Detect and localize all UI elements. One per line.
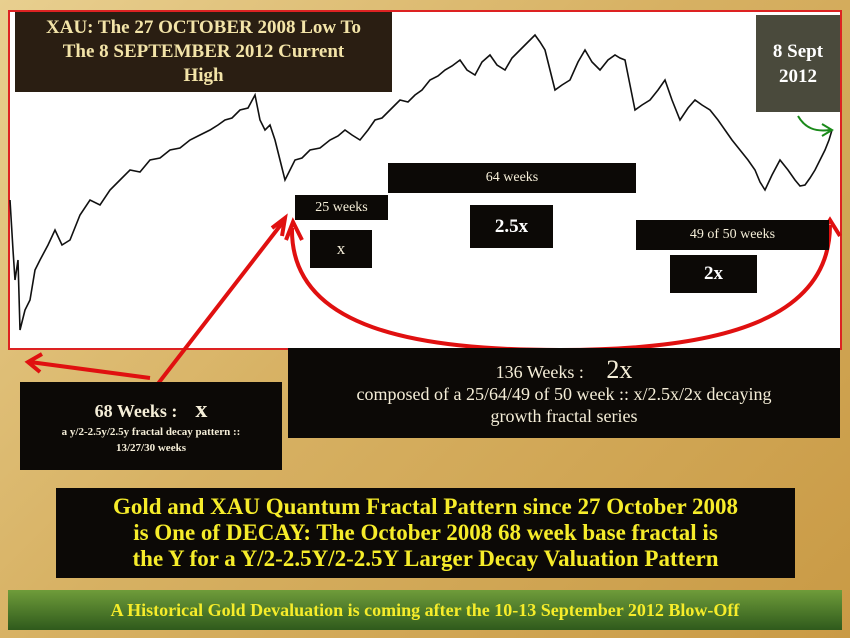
headline-line: is One of DECAY: The October 2008 68 wee…: [133, 520, 718, 545]
arrow-head: [821, 123, 834, 137]
label-box: 25 weeks: [295, 195, 388, 220]
price-line: [9, 33, 833, 331]
label-box: 64 weeks: [388, 163, 636, 193]
date-box: 8 Sept 2012: [756, 15, 840, 112]
title-line: The 8 SEPTEMBER 2012 Current: [62, 41, 345, 62]
label-box: x: [310, 230, 372, 268]
title-line: High: [183, 65, 224, 86]
arrow-head: [24, 352, 43, 374]
box-line: composed of a 25/64/49 of 50 week :: x/2…: [356, 384, 772, 404]
box-factor: x: [195, 396, 208, 423]
green-arrow: [797, 115, 831, 132]
arrow: [155, 220, 285, 387]
label-box: 2.5x: [470, 205, 553, 248]
box-head-text: 136 Weeks :: [495, 362, 584, 382]
arrow-head: [284, 217, 304, 241]
label-box: 49 of 50 weeks: [636, 220, 829, 250]
title-line: XAU: The 27 OCTOBER 2008 Low To: [46, 17, 361, 38]
box-line: growth fractal series: [490, 406, 638, 426]
box-68: 68 Weeks : x a y/2-2.5y/2.5y fractal dec…: [20, 382, 282, 470]
title-box: XAU: The 27 OCTOBER 2008 Low To The 8 SE…: [15, 12, 392, 92]
arrow: [29, 360, 151, 380]
box-136: 136 Weeks : 2x composed of a 25/64/49 of…: [288, 348, 840, 438]
headline-line: Gold and XAU Quantum Fractal Pattern sin…: [112, 494, 738, 519]
date-line: 8 Sept: [772, 40, 824, 62]
box-line: 13/27/30 weeks: [116, 441, 186, 454]
headline-box: Gold and XAU Quantum Fractal Pattern sin…: [56, 488, 795, 578]
footer-banner: A Historical Gold Devaluation is coming …: [8, 590, 842, 630]
arrow-head: [270, 213, 288, 237]
box-head: 68 Weeks : x: [95, 397, 208, 424]
box-head: 136 Weeks : 2x: [495, 357, 633, 383]
box-factor: 2x: [606, 355, 633, 384]
box-head-text: 68 Weeks :: [94, 400, 178, 421]
box-line: a y/2-2.5y/2.5y fractal decay pattern ::: [61, 425, 241, 438]
date-line: 2012: [779, 65, 817, 87]
label-box: 2x: [670, 255, 757, 293]
headline-line: the Y for a Y/2-2.5Y/2-2.5Y Larger Decay…: [132, 546, 719, 571]
